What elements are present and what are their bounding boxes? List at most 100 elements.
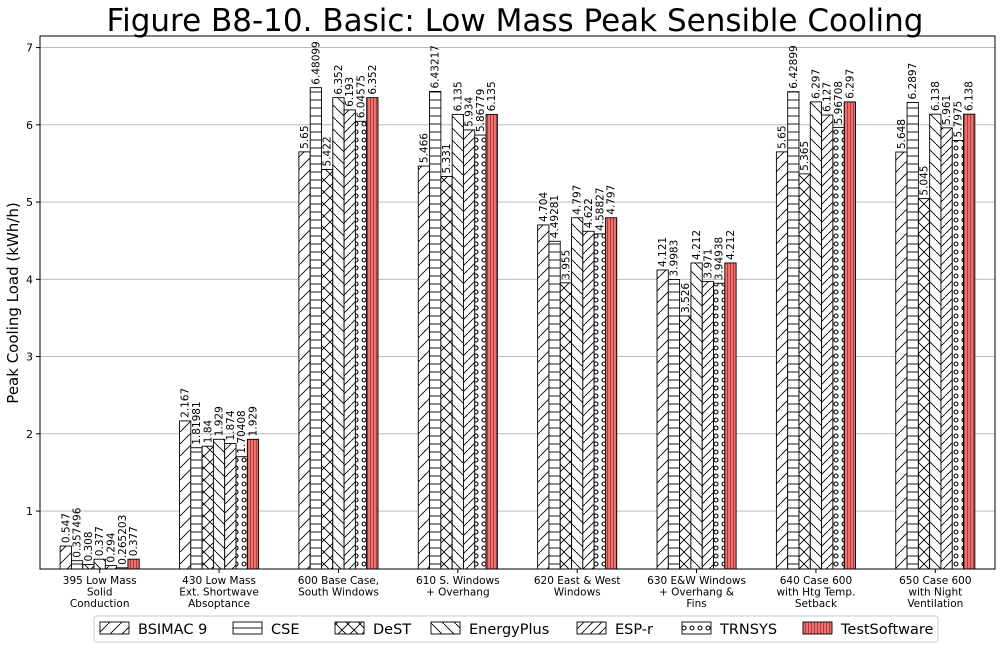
- data-label: 4.622: [583, 198, 595, 228]
- legend-swatch: [99, 621, 130, 635]
- y-axis-ticks: 1 2 3 4 5 6 7: [26, 42, 40, 518]
- legend-label: CSE: [271, 622, 300, 638]
- bar-fdiag: [417, 165, 431, 570]
- data-labels: 0.547 0.357496 0.308 0.377 0.294 0.265203 0.37…: [60, 41, 975, 565]
- data-label: 6.297: [844, 69, 856, 99]
- data-label: 0.265203: [117, 515, 129, 565]
- bar-circles: [593, 233, 606, 570]
- bar-fdiag2: [940, 127, 953, 570]
- y-tick-label: 5: [26, 196, 33, 209]
- x-category-label: 395 Low Mass: [63, 575, 137, 587]
- bar-fdiag2: [463, 129, 476, 570]
- bar-vlines: [127, 558, 140, 570]
- bar-bdiag: [690, 262, 703, 570]
- data-label: 1.81981: [191, 401, 203, 444]
- data-label: 5.934: [464, 97, 476, 127]
- x-category-label: 600 Base Case,: [298, 575, 379, 587]
- bar-fdiag2: [104, 565, 118, 570]
- bar-xcross: [440, 176, 453, 570]
- data-label: 5.961: [941, 95, 953, 125]
- legend-swatch: [802, 621, 833, 635]
- data-label: 5.648: [896, 119, 908, 149]
- data-label: 6.138: [930, 81, 942, 111]
- bar-fdiag2: [582, 230, 595, 570]
- gridlines: [40, 47, 995, 512]
- bar-circles: [235, 456, 248, 570]
- y-tick-label: 7: [26, 42, 33, 55]
- legend-label: BSIMAC 9: [138, 622, 207, 638]
- x-category-label: 640 Case 600: [780, 575, 852, 587]
- data-label: 6.135: [486, 81, 498, 111]
- bar-fdiag: [895, 151, 908, 570]
- data-label: 5.365: [799, 141, 811, 171]
- legend-swatch: [232, 621, 263, 635]
- legend-swatch: [576, 621, 607, 635]
- x-category-label: 650 Case 600: [899, 575, 971, 587]
- bar-fdiag: [537, 224, 550, 570]
- legend-label: TestSoftware: [840, 622, 934, 638]
- bar-hlines: [429, 90, 442, 570]
- legend-swatch: [681, 621, 712, 635]
- legend-swatch: [430, 621, 461, 635]
- bar-circles: [474, 134, 487, 570]
- legend: BSIMAC 9 CSE DeST EnergyPlus ESP-r TRNSYS Test…: [93, 615, 939, 643]
- y-tick-label: 3: [26, 351, 33, 364]
- x-category-label: Absoptance: [188, 598, 250, 610]
- data-label: 3.94938: [714, 237, 726, 280]
- bar-bdiag: [212, 438, 226, 570]
- bar-hlines: [548, 240, 561, 570]
- bar-xcross: [201, 445, 214, 570]
- y-tick-label: 2: [26, 428, 33, 441]
- bar-circles: [951, 140, 965, 570]
- legend-label: DeST: [373, 622, 411, 638]
- bar-fdiag: [656, 269, 669, 570]
- chart-title: Figure B8-10. Basic: Low Mass Peak Sensi…: [107, 3, 924, 39]
- y-tick-label: 4: [26, 273, 33, 286]
- data-label: 5.331: [441, 143, 453, 173]
- data-label: 6.43217: [430, 45, 442, 88]
- bar-bdiag: [571, 217, 584, 570]
- data-label: 2.167: [180, 388, 192, 418]
- bar-xcross: [321, 169, 334, 570]
- bar-bdiag: [93, 558, 106, 570]
- data-label: 1.874: [225, 410, 237, 440]
- x-category-label: Ext. Shortwave: [179, 587, 259, 599]
- data-label: 6.135: [452, 81, 464, 111]
- data-label: 1.929: [214, 406, 226, 436]
- x-category-label: 610 S. Windows: [416, 575, 500, 587]
- x-category-label: with Htg Temp.: [776, 587, 855, 599]
- legend-label: TRNSYS: [719, 622, 777, 638]
- bar-circles: [832, 126, 845, 570]
- legend-swatch: [334, 621, 365, 635]
- bar-hlines: [309, 87, 322, 570]
- x-category-label: 620 East & West: [534, 575, 621, 587]
- bar-fdiag2: [701, 281, 714, 570]
- legend-label: ESP-r: [615, 622, 653, 638]
- bar-hlines: [667, 279, 681, 570]
- bar-bdiag: [451, 113, 464, 570]
- bar-bdiag: [332, 97, 345, 570]
- bar-hlines: [787, 91, 800, 570]
- bar-xcross: [559, 282, 572, 570]
- bar-xcross: [82, 564, 95, 570]
- data-label: 0.377: [128, 526, 140, 556]
- x-category-label: Solid: [87, 587, 113, 599]
- bar-fdiag: [775, 151, 789, 570]
- data-label: 0.294: [105, 532, 117, 562]
- data-label: 4.797: [606, 185, 618, 215]
- bar-bdiag: [809, 101, 823, 570]
- bar-hlines: [70, 560, 84, 570]
- data-label: 5.466: [418, 133, 430, 163]
- data-label: 5.65: [777, 125, 789, 148]
- y-tick-label: 6: [26, 119, 33, 132]
- data-label: 6.127: [822, 82, 834, 112]
- data-label: 6.42899: [788, 45, 800, 88]
- legend-frame: [93, 615, 939, 643]
- bar-xcross: [917, 198, 931, 570]
- bar-vlines: [963, 113, 976, 570]
- bar-hlines: [190, 447, 203, 570]
- data-label: 6.193: [344, 77, 356, 107]
- bar-vlines: [843, 101, 856, 570]
- x-category-label: 430 Low Mass: [182, 575, 256, 587]
